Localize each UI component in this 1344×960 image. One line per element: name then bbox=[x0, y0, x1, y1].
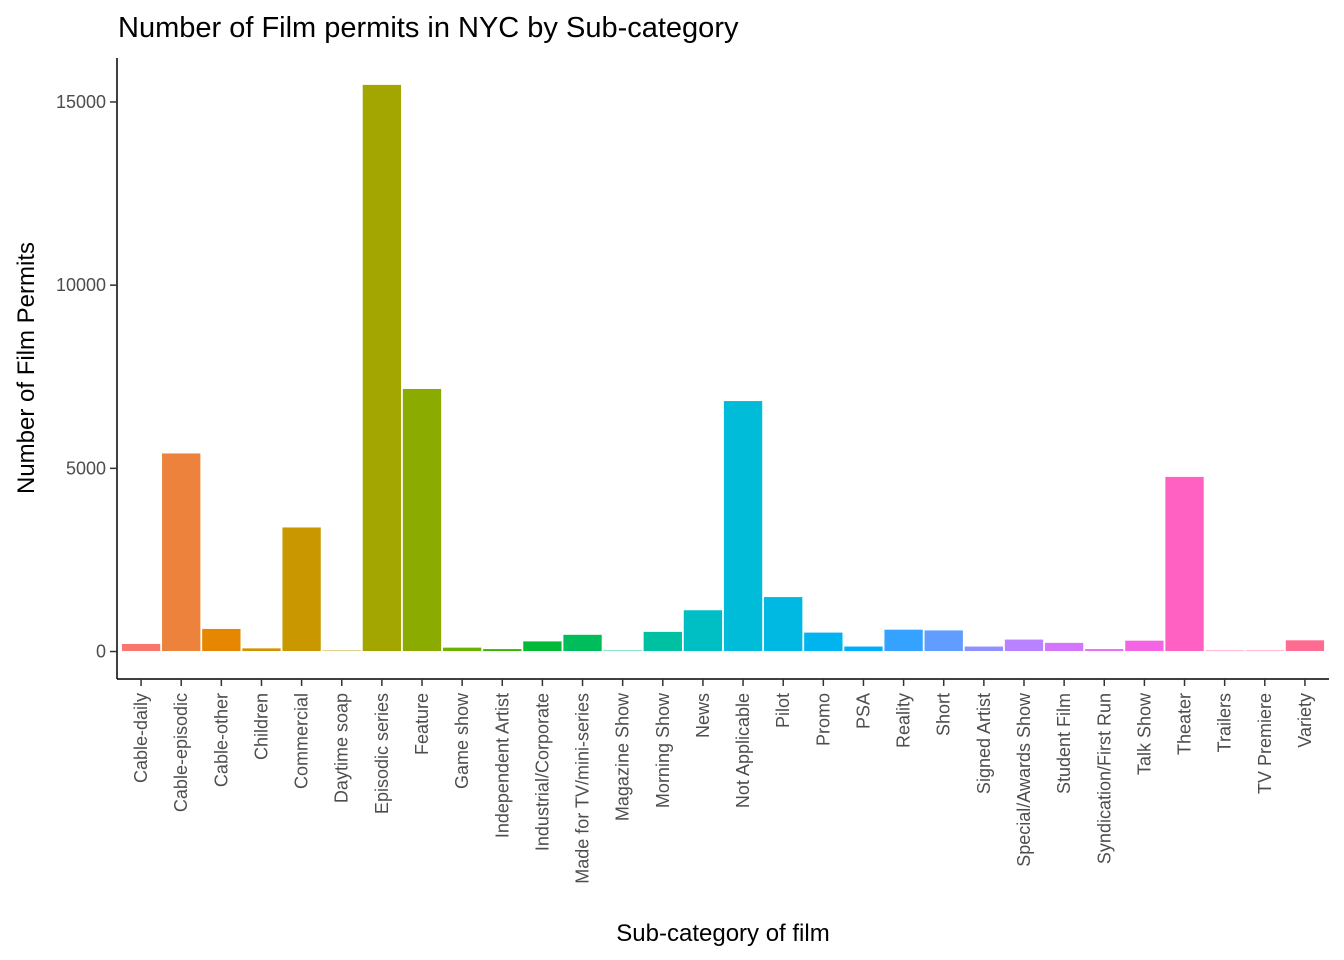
x-tick-label: Special/Awards Show bbox=[1014, 692, 1034, 867]
x-tick-label: Commercial bbox=[292, 693, 312, 789]
x-tick-label: Game show bbox=[452, 692, 472, 789]
bar-game-show bbox=[441, 646, 483, 653]
x-tick-label: Pilot bbox=[773, 693, 793, 728]
bar-psa bbox=[843, 645, 884, 653]
bar-special-awards-show bbox=[1003, 638, 1045, 653]
bar-promo bbox=[803, 631, 844, 653]
x-tick-label: Theater bbox=[1175, 693, 1195, 755]
bar-magazine-show bbox=[602, 649, 643, 653]
x-tick-label: Signed Artist bbox=[974, 693, 994, 794]
x-tick-label: Syndication/First Run bbox=[1094, 693, 1114, 864]
bar-news bbox=[682, 609, 724, 653]
bar-cable-episodic bbox=[161, 452, 202, 653]
bar-made-for-tv-mini-series bbox=[562, 633, 603, 653]
bar-signed-artist bbox=[963, 645, 1005, 653]
bar-trailers bbox=[1204, 649, 1245, 653]
bar-syndication-first-run bbox=[1084, 648, 1125, 653]
bar-variety bbox=[1284, 639, 1326, 653]
bar-reality bbox=[883, 628, 924, 653]
x-axis-ticks: Cable-daily Cable-episodic Cable-other Chil… bbox=[131, 679, 1315, 884]
bar-industrial-corporate bbox=[522, 640, 563, 653]
bar-short bbox=[923, 629, 964, 653]
x-tick-label: Made for TV/mini-series bbox=[573, 693, 593, 884]
x-tick-label: Daytime soap bbox=[332, 693, 352, 803]
x-tick-label: Promo bbox=[813, 693, 833, 746]
y-tick-label: 0 bbox=[96, 642, 106, 662]
y-axis-ticks: 0 5000 10000 15000 bbox=[56, 92, 117, 662]
chart-title: Number of Film permits in NYC by Sub-cat… bbox=[118, 12, 739, 44]
y-tick-label: 10000 bbox=[56, 275, 106, 295]
x-tick-label: Student Film bbox=[1054, 693, 1074, 794]
x-tick-label: Cable-episodic bbox=[171, 693, 191, 812]
x-tick-label: News bbox=[693, 693, 713, 738]
bar-morning-show bbox=[642, 630, 683, 653]
bars-group bbox=[120, 83, 1326, 653]
bar-pilot bbox=[763, 596, 804, 653]
x-tick-label: Industrial/Corporate bbox=[532, 693, 552, 851]
bar-tv-premiere bbox=[1244, 649, 1285, 653]
bar-theater bbox=[1164, 475, 1205, 653]
x-tick-label: Talk Show bbox=[1134, 692, 1154, 775]
x-tick-label: Magazine Show bbox=[613, 692, 633, 821]
bar-independent-artist bbox=[482, 648, 523, 653]
bar-not-applicable bbox=[722, 400, 764, 653]
x-axis-title: Sub-category of film bbox=[616, 920, 829, 947]
bar-feature bbox=[401, 387, 443, 653]
bar-episodic-series bbox=[361, 83, 403, 653]
bar-cable-other bbox=[201, 627, 242, 653]
bar-commercial bbox=[281, 526, 322, 653]
y-axis-title: Number of Film Permits bbox=[13, 242, 40, 494]
y-tick-label: 15000 bbox=[56, 92, 106, 112]
x-tick-label: Cable-daily bbox=[131, 693, 151, 783]
x-tick-label: PSA bbox=[853, 693, 873, 729]
x-tick-label: Episodic series bbox=[372, 693, 392, 814]
x-tick-label: Morning Show bbox=[653, 692, 673, 808]
bar-daytime-soap bbox=[321, 649, 362, 653]
y-tick-label: 5000 bbox=[66, 458, 106, 478]
x-tick-label: Cable-other bbox=[211, 693, 231, 787]
bar-cable-daily bbox=[120, 642, 162, 653]
bar-children bbox=[241, 647, 282, 653]
x-tick-label: Children bbox=[251, 693, 271, 760]
bar-student-film bbox=[1043, 641, 1085, 653]
x-tick-label: Feature bbox=[412, 693, 432, 755]
bar-talk-show bbox=[1124, 639, 1165, 653]
x-tick-label: Not Applicable bbox=[733, 693, 753, 808]
x-tick-label: Trailers bbox=[1215, 693, 1235, 752]
x-tick-label: Variety bbox=[1295, 693, 1315, 748]
x-tick-label: Reality bbox=[894, 693, 914, 748]
x-tick-label: Independent Artist bbox=[492, 693, 512, 838]
x-tick-label: TV Premiere bbox=[1255, 693, 1275, 794]
x-tick-label: Short bbox=[934, 693, 954, 736]
